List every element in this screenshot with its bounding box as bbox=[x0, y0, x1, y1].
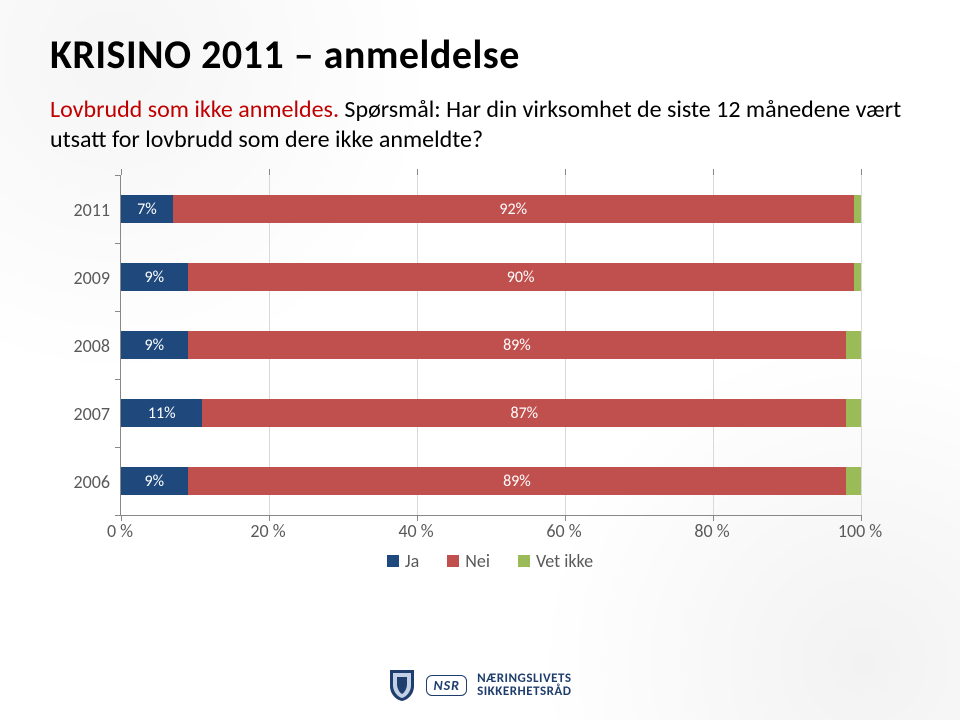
bar-segment: 9% bbox=[121, 467, 188, 495]
footer-logo: NSR NÆRINGSLIVETS SIKKERHETSRÅD bbox=[0, 668, 960, 702]
bar-segment: 11% bbox=[121, 399, 202, 427]
data-label: 9% bbox=[145, 336, 165, 355]
y-tick bbox=[115, 515, 121, 516]
x-axis-label: 100 % bbox=[830, 520, 890, 542]
tick bbox=[269, 169, 270, 175]
legend-item: Ja bbox=[387, 550, 419, 572]
gridline bbox=[861, 175, 862, 515]
tick bbox=[861, 169, 862, 175]
data-label: 89% bbox=[503, 472, 531, 491]
bar-segment bbox=[846, 467, 861, 495]
legend-label: Vet ikke bbox=[536, 550, 593, 572]
x-axis-label: 0 % bbox=[90, 520, 150, 542]
data-label: 9% bbox=[145, 472, 165, 491]
legend-swatch bbox=[387, 555, 399, 567]
bar-segment bbox=[846, 399, 861, 427]
bar-segment bbox=[854, 195, 861, 223]
legend-label: Nei bbox=[465, 550, 490, 572]
chart: 7% 92% 9% 90% 9% 89% 11% 87% 9% 89% 0 % 20 % 40 % 60… bbox=[50, 175, 870, 575]
data-label: 7% bbox=[137, 200, 157, 219]
x-axis-label: 20 % bbox=[238, 520, 298, 542]
x-axis-label: 40 % bbox=[386, 520, 446, 542]
logo-nsr: NSR bbox=[426, 675, 467, 696]
bar-segment: 9% bbox=[121, 331, 188, 359]
data-label: 87% bbox=[510, 404, 538, 423]
legend: Ja Nei Vet ikke bbox=[120, 550, 860, 572]
y-tick bbox=[115, 379, 121, 380]
data-label: 90% bbox=[507, 268, 535, 287]
tick bbox=[565, 169, 566, 175]
logo-line2: SIKKERHETSRÅD bbox=[477, 685, 571, 698]
bar-segment: 9% bbox=[121, 263, 188, 291]
tick bbox=[121, 169, 122, 175]
bar-row: 9% 89% bbox=[121, 331, 861, 359]
x-axis-label: 80 % bbox=[682, 520, 742, 542]
legend-item: Vet ikke bbox=[518, 550, 593, 572]
tick bbox=[713, 169, 714, 175]
data-label: 11% bbox=[148, 404, 176, 423]
x-axis-label: 60 % bbox=[534, 520, 594, 542]
data-label: 9% bbox=[145, 268, 165, 287]
subtitle: Lovbrudd som ikke anmeldes. Spørsmål: Ha… bbox=[50, 95, 910, 155]
bar-row: 9% 89% bbox=[121, 467, 861, 495]
bar-row: 11% 87% bbox=[121, 399, 861, 427]
bar-segment: 87% bbox=[202, 399, 846, 427]
shield-icon bbox=[388, 668, 416, 702]
legend-label: Ja bbox=[405, 550, 419, 572]
legend-swatch bbox=[518, 555, 530, 567]
subtitle-red: Lovbrudd som ikke anmeldes. bbox=[50, 95, 339, 124]
y-axis-label: 2006 bbox=[50, 471, 110, 493]
y-axis-label: 2008 bbox=[50, 335, 110, 357]
tick bbox=[417, 169, 418, 175]
bar-segment bbox=[846, 331, 861, 359]
bar-row: 9% 90% bbox=[121, 263, 861, 291]
y-tick bbox=[115, 311, 121, 312]
data-label: 92% bbox=[499, 200, 527, 219]
bar-row: 7% 92% bbox=[121, 195, 861, 223]
y-tick bbox=[115, 447, 121, 448]
legend-swatch bbox=[447, 555, 459, 567]
bar-segment: 89% bbox=[188, 331, 847, 359]
y-tick bbox=[115, 175, 121, 176]
page-title: KRISINO 2011 – anmeldelse bbox=[50, 30, 910, 79]
bar-segment: 90% bbox=[188, 263, 854, 291]
y-axis-label: 2011 bbox=[50, 199, 110, 221]
bar-segment bbox=[854, 263, 861, 291]
legend-item: Nei bbox=[447, 550, 490, 572]
bar-segment: 7% bbox=[121, 195, 173, 223]
plot-area: 7% 92% 9% 90% 9% 89% 11% 87% 9% 89% bbox=[120, 175, 861, 516]
y-axis-label: 2007 bbox=[50, 403, 110, 425]
y-axis-label: 2009 bbox=[50, 267, 110, 289]
bar-segment: 92% bbox=[173, 195, 854, 223]
bar-segment: 89% bbox=[188, 467, 847, 495]
y-tick bbox=[115, 243, 121, 244]
data-label: 89% bbox=[503, 336, 531, 355]
